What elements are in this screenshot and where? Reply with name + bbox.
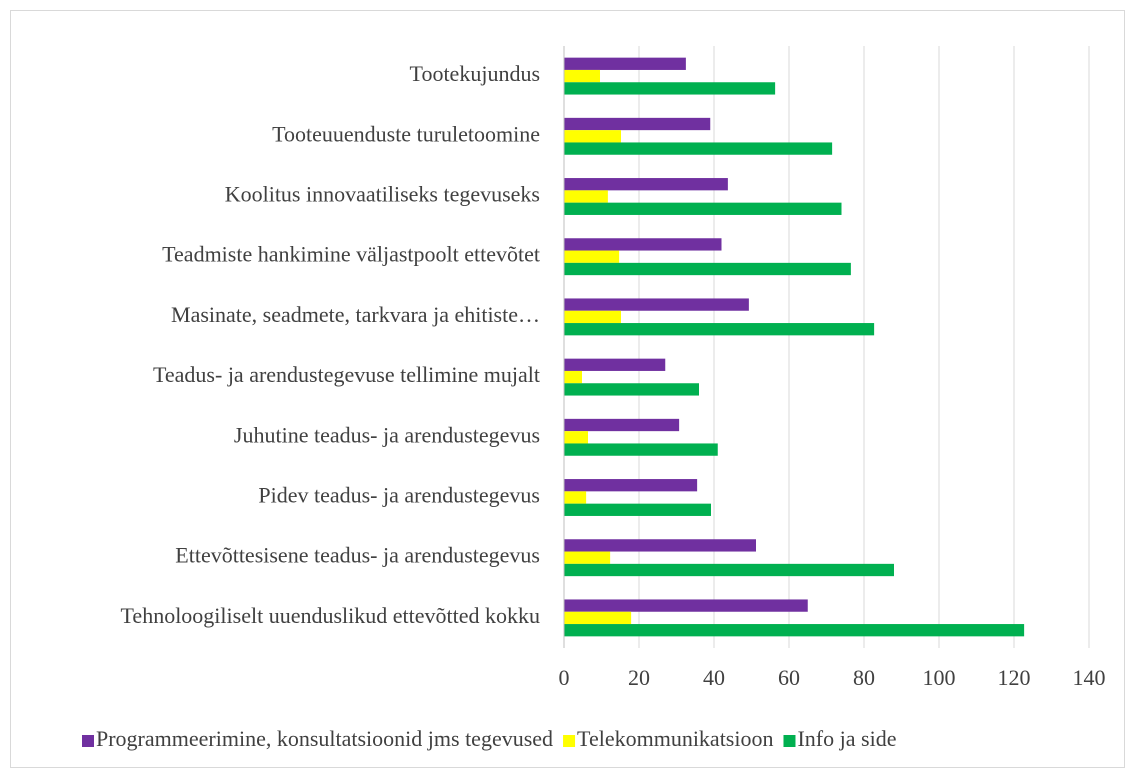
y-tick-label: Juhutine teadus- ja arendustegevus [234,422,540,447]
bar [564,298,749,311]
legend-label: Programmeerimine, konsultatsioonid jms t… [96,726,553,751]
bar [564,503,711,516]
bar [564,238,722,251]
y-tick-label: Pidev teadus- ja arendustegevus [258,483,540,508]
y-tick-label: Teadmiste hankimine väljastpoolt ettevõt… [162,242,540,267]
x-tick-label: 80 [853,665,875,690]
bar [564,142,833,155]
bar [564,82,776,95]
bar [564,539,756,552]
bar [564,262,851,276]
y-tick-label: Tehnoloogiliselt uuenduslikud ettevõtted… [121,603,540,628]
x-tick-label: 100 [923,665,956,690]
y-tick-label: Ettevõttesisene teadus- ja arendustegevu… [175,543,540,568]
bar [564,323,875,336]
legend-label: Info ja side [797,726,896,751]
bar [564,599,808,612]
bar [564,250,620,263]
bar [564,491,587,504]
x-tick-label: 20 [628,665,650,690]
bar [564,551,611,564]
legend-swatch [783,735,796,747]
legend-swatch [563,735,576,747]
bar [564,178,728,191]
y-tick-label: Tootekujundus [410,61,540,86]
legend-label: Telekommunikatsioon [577,726,773,751]
bar [564,443,718,456]
y-tick-label: Tooteuuenduste turuletoomine [272,121,540,146]
y-tick-label: Koolitus innovaatiliseks tegevuseks [225,182,540,207]
bar [564,383,699,396]
x-tick-label: 0 [559,665,570,690]
bar [564,190,608,203]
bar [564,370,582,384]
bar [564,69,600,83]
legend-swatch [82,735,94,747]
bar [564,563,894,577]
bar [564,358,666,371]
bar [564,624,1025,637]
y-tick-label: Teadus- ja arendustegevuse tellimine muj… [153,362,540,387]
x-tick-label: 120 [998,665,1031,690]
bar [564,431,588,444]
bar [564,611,632,625]
bar [564,202,842,215]
bar [564,130,621,143]
bar [564,310,621,324]
y-tick-label: Masinate, seadmete, tarkvara ja ehitiste… [171,302,540,327]
x-tick-label: 60 [778,665,800,690]
bar [564,479,698,492]
bar [564,117,711,131]
x-tick-label: 140 [1073,665,1106,690]
bar [564,418,680,432]
x-tick-label: 40 [703,665,725,690]
bar [564,57,686,70]
